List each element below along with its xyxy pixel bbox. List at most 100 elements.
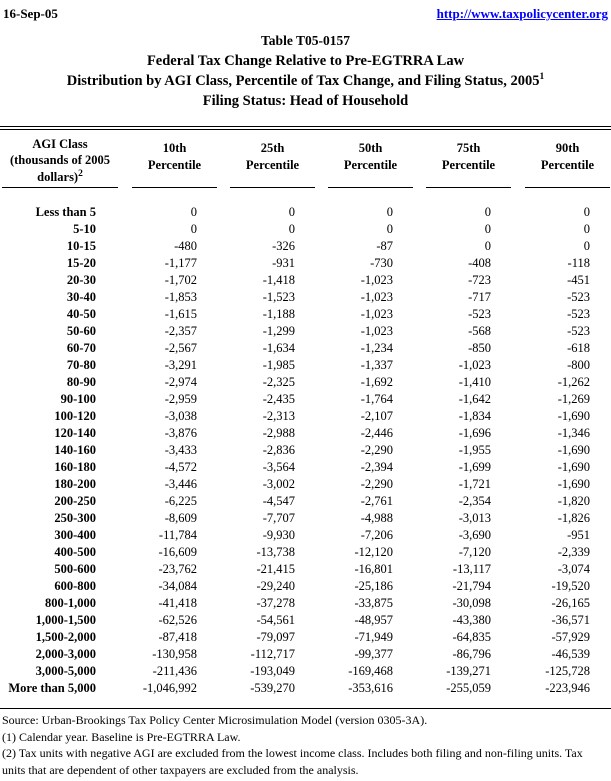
table-row: 1,500-2,000 -87,418 -79,097 -71,949 -64,835 -… — [0, 629, 611, 646]
value-cell: -1,642 — [458, 392, 491, 406]
table-row: 800-1,000 -41,418 -37,278 -33,875 -30,098 -26… — [0, 595, 611, 612]
taxpolicycenter-link[interactable]: http://www.taxpolicycenter.org — [436, 6, 608, 21]
value-cell: 0 — [484, 239, 491, 253]
agi-class-cell: 800-1,000 — [44, 596, 96, 610]
value-cell: -1,023 — [360, 290, 393, 304]
value-cell: -6,225 — [164, 494, 197, 508]
value-cell: 0 — [583, 222, 590, 236]
table-row: 80-90 -2,974 -2,325 -1,692 -1,410 -1,262 — [0, 374, 611, 391]
table-row: 600-800 -34,084 -29,240 -25,186 -21,794 -19,5… — [0, 578, 611, 595]
value-cell: -1,023 — [458, 358, 491, 372]
value-cell: -255,059 — [446, 681, 491, 695]
value-cell: -169,468 — [348, 664, 393, 678]
value-cell: -1,690 — [557, 443, 590, 457]
value-cell: -1,299 — [262, 324, 295, 338]
agi-class-cell: 10-15 — [66, 239, 96, 253]
table-row: 10-15 -480 -326 -87 0 0 — [0, 238, 611, 255]
value-cell: -64,835 — [452, 630, 491, 644]
value-cell: -523 — [567, 307, 590, 321]
value-cell: -26,165 — [551, 596, 590, 610]
value-cell: -13,738 — [256, 545, 295, 559]
table-bottom-rule — [0, 708, 611, 709]
value-cell: -1,820 — [557, 494, 590, 508]
value-cell: -408 — [468, 256, 491, 270]
table-number-title: Table T05-0157 — [261, 33, 350, 48]
agi-class-cell: 400-500 — [54, 545, 96, 559]
value-cell: -11,784 — [158, 528, 197, 542]
agi-class-cell: 120-140 — [54, 426, 96, 440]
value-cell: -57,929 — [551, 630, 590, 644]
value-cell: -2,959 — [164, 392, 197, 406]
value-cell: -193,049 — [250, 664, 295, 678]
value-cell: -1,346 — [557, 426, 590, 440]
value-cell: -1,188 — [262, 307, 295, 321]
table-row: 160-180 -4,572 -3,564 -2,394 -1,699 -1,690 — [0, 459, 611, 476]
value-cell: -1,985 — [262, 358, 295, 372]
value-cell: -1,262 — [557, 375, 590, 389]
value-cell: -2,107 — [360, 409, 393, 423]
value-cell: -1,634 — [262, 341, 295, 355]
table-subtitle: Distribution by AGI Class, Percentile of… — [0, 71, 611, 91]
value-cell: -1,418 — [262, 273, 295, 287]
value-cell: -539,270 — [250, 681, 295, 695]
table-row: 2,000-3,000 -130,958 -112,717 -99,377 -86,79… — [0, 646, 611, 663]
table-row: 200-250 -6,225 -4,547 -2,761 -2,354 -1,820 — [0, 493, 611, 510]
footnote-1: (1) Calendar year. Baseline is Pre-EGTRR… — [2, 729, 241, 744]
table-body: Less than 5 0 0 0 0 0 5-10 0 0 0 0 0 10-15 -480 -326 -8… — [0, 204, 611, 697]
value-cell: -618 — [567, 341, 590, 355]
value-cell: -1,410 — [458, 375, 491, 389]
value-cell: -139,271 — [446, 664, 491, 678]
value-cell: -29,240 — [256, 579, 295, 593]
table-row: 250-300 -8,609 -7,707 -4,988 -3,013 -1,826 — [0, 510, 611, 527]
value-cell: -21,415 — [256, 562, 295, 576]
value-cell: -21,794 — [452, 579, 491, 593]
value-cell: -37,278 — [256, 596, 295, 610]
value-cell: -79,097 — [256, 630, 295, 644]
value-cell: -1,337 — [360, 358, 393, 372]
value-cell: -1,699 — [458, 460, 491, 474]
agi-class-cell: 160-180 — [54, 460, 96, 474]
value-cell: -1,023 — [360, 307, 393, 321]
table-row: 50-60 -2,357 -1,299 -1,023 -568 -523 — [0, 323, 611, 340]
value-cell: -2,567 — [164, 341, 197, 355]
value-cell: -723 — [468, 273, 491, 287]
value-cell: -7,120 — [458, 545, 491, 559]
agi-class-cell: 140-160 — [54, 443, 96, 457]
value-cell: -130,958 — [152, 647, 197, 661]
table-subtitle-text: Distribution by AGI Class, Percentile of… — [66, 73, 540, 89]
agi-class-cell: 1,500-2,000 — [35, 630, 96, 644]
value-cell: -2,354 — [458, 494, 491, 508]
value-cell: -3,038 — [164, 409, 197, 423]
value-cell: -1,690 — [557, 477, 590, 491]
value-cell: -2,974 — [164, 375, 197, 389]
value-cell: -16,801 — [354, 562, 393, 576]
value-cell: 0 — [288, 222, 295, 236]
value-cell: -2,761 — [360, 494, 393, 508]
value-cell: -2,339 — [557, 545, 590, 559]
footnote-2-marker: 2 — [78, 168, 83, 179]
value-cell: -9,930 — [262, 528, 295, 542]
percentile-90-header: 90th Percentile — [512, 130, 611, 188]
value-cell: -3,013 — [458, 511, 491, 525]
table-row: Less than 5 0 0 0 0 0 — [0, 204, 611, 221]
percentile-25-header: 25th Percentile — [218, 130, 316, 188]
value-cell: -118 — [567, 256, 590, 270]
value-cell: -1,523 — [262, 290, 295, 304]
table-row: 400-500 -16,609 -13,738 -12,120 -7,120 -2,339 — [0, 544, 611, 561]
value-cell: 0 — [484, 205, 491, 219]
date-label: 16-Sep-05 — [3, 6, 58, 21]
value-cell: -87 — [376, 239, 393, 253]
value-cell: -1,702 — [164, 273, 197, 287]
value-cell: -3,074 — [557, 562, 590, 576]
value-cell: -523 — [567, 290, 590, 304]
value-cell: -4,988 — [360, 511, 393, 525]
footnote-2: (2) Tax units with negative AGI are excl… — [2, 746, 583, 777]
value-cell: 0 — [484, 222, 491, 236]
value-cell: -2,290 — [360, 443, 393, 457]
value-cell: 0 — [386, 222, 393, 236]
table-row: 15-20 -1,177 -931 -730 -408 -118 — [0, 255, 611, 272]
agi-class-cell: 2,000-3,000 — [35, 647, 96, 661]
value-cell: -13,117 — [452, 562, 491, 576]
value-cell: -54,561 — [256, 613, 295, 627]
top-bar: 16-Sep-05 http://www.taxpolicycenter.org — [0, 0, 611, 22]
